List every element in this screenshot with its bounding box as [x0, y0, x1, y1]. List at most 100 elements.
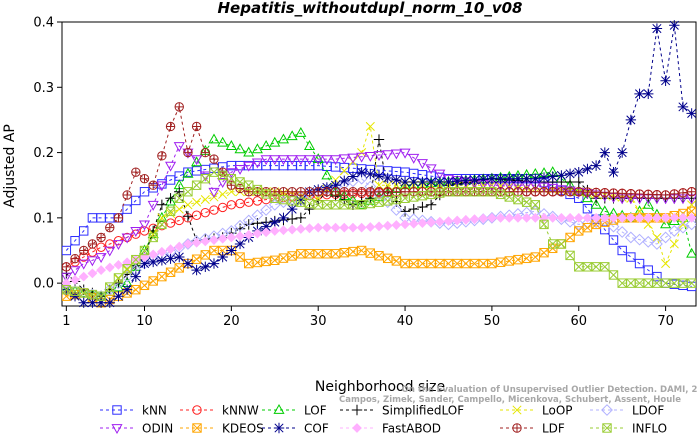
- data-point-fastabod: [513, 212, 523, 223]
- data-point-lof: [208, 133, 220, 144]
- data-point-loop: [183, 200, 193, 210]
- data-point-ldof: [381, 196, 394, 209]
- data-point-kdeos: [461, 258, 471, 269]
- data-point-odin: [165, 161, 177, 172]
- x-tick-label: 1: [62, 314, 70, 329]
- data-point-cof: [208, 258, 220, 269]
- data-point-odin: [147, 200, 159, 211]
- data-point-loop: [218, 189, 228, 199]
- data-point-odin: [130, 227, 142, 237]
- data-point-inflo: [478, 187, 488, 197]
- data-point-cof: [660, 75, 671, 86]
- data-point-loop: [661, 259, 671, 269]
- legend-item-ldf: LDF: [500, 422, 565, 434]
- data-point-fastabod: [174, 241, 185, 252]
- legend-item-lof: LOF: [262, 404, 327, 418]
- data-point-ldf: [148, 180, 158, 190]
- data-point-ldf: [339, 187, 349, 197]
- data-point-cof: [417, 176, 428, 188]
- data-point-ldf: [348, 187, 358, 197]
- data-point-knn: [617, 245, 627, 256]
- data-point-odin: [364, 151, 376, 162]
- data-point-cof: [130, 271, 142, 282]
- data-point-ldof: [373, 188, 385, 201]
- data-point-cof: [443, 176, 454, 188]
- data-point-odin: [234, 164, 246, 175]
- legend-item-kdeos: KDEOS: [180, 422, 264, 434]
- data-point-ldf: [626, 189, 636, 199]
- y-tick-label: 0.4: [33, 16, 54, 31]
- data-point-inflo: [174, 193, 184, 203]
- data-point-inflo: [608, 270, 619, 280]
- data-point-fastabod: [608, 212, 619, 223]
- data-point-fastabod: [278, 225, 289, 236]
- data-point-knn: [600, 224, 610, 235]
- data-point-odin: [173, 142, 185, 153]
- data-point-ldf: [634, 189, 645, 199]
- data-point-cof: [121, 284, 133, 295]
- data-point-lof: [165, 195, 177, 206]
- data-point-cof: [677, 101, 689, 113]
- data-point-fastabod: [183, 239, 193, 249]
- data-point-simplifiedlof: [156, 199, 168, 211]
- legend-item-odin: ODIN: [100, 422, 173, 434]
- data-point-lof: [269, 136, 281, 147]
- data-point-lof: [277, 133, 290, 144]
- data-point-fastabod: [374, 221, 384, 232]
- data-point-ldf: [105, 222, 115, 233]
- data-point-odin: [416, 159, 428, 170]
- data-point-ldof: [260, 204, 273, 216]
- data-point-ldof: [355, 172, 368, 185]
- x-tick-label: 60: [570, 314, 587, 329]
- watermark-line-1: Campos, Zimek, Sander, Campello, Micenko…: [339, 395, 681, 405]
- data-point-fastabod: [486, 212, 497, 223]
- data-point-kdeos: [235, 252, 245, 262]
- legend-item-knnw: kNNW: [180, 404, 259, 418]
- legend-label-knnw: kNNW: [222, 404, 259, 418]
- legend-label-fastabod: FastABOD: [382, 422, 441, 434]
- data-point-lof: [156, 211, 168, 222]
- data-point-ldf: [617, 188, 627, 199]
- x-tick-label: 10: [136, 314, 153, 329]
- data-point-ldf: [356, 187, 367, 197]
- data-point-fastabod: [434, 216, 445, 227]
- legend-item-loop: LoOP: [500, 404, 573, 418]
- watermark-line-2: On the Evaluation of Unsupervised Outlie…: [402, 385, 697, 395]
- y-tick-label: 0.0: [33, 277, 54, 292]
- y-axis-label: Adjusted AP: [2, 124, 18, 208]
- legend-label-lof: LOF: [304, 404, 327, 418]
- data-point-ldf: [87, 239, 98, 249]
- data-point-simplifiedlof: [243, 219, 254, 230]
- data-point-ldf: [191, 121, 202, 132]
- data-point-ldf: [530, 187, 541, 197]
- series-inflo: [62, 167, 696, 301]
- data-point-inflo: [539, 219, 549, 230]
- data-point-cof: [547, 171, 558, 182]
- data-point-ldf: [183, 147, 193, 158]
- data-point-knnw: [200, 207, 211, 218]
- data-point-simplifiedlof: [174, 186, 185, 197]
- data-point-simplifiedlof: [165, 193, 176, 204]
- data-point-fastabod: [565, 212, 575, 223]
- data-point-fastabod: [582, 212, 593, 223]
- data-point-inflo: [96, 291, 106, 301]
- data-point-simplifiedlof: [373, 134, 385, 145]
- data-point-fastabod: [634, 212, 645, 223]
- data-point-cof: [286, 203, 298, 215]
- data-point-cof: [226, 245, 237, 256]
- data-point-fastabod: [452, 215, 463, 226]
- data-point-ldf: [600, 188, 610, 198]
- data-point-lof: [660, 218, 672, 229]
- legend-marker-ldf: [512, 423, 522, 433]
- data-point-cof: [486, 173, 498, 184]
- data-point-odin: [243, 161, 255, 172]
- data-point-cof: [347, 171, 359, 182]
- data-point-cof: [382, 172, 393, 184]
- data-point-cof: [573, 166, 584, 178]
- data-point-lof: [286, 130, 298, 141]
- data-point-fastabod: [365, 222, 376, 232]
- data-point-simplifiedlof: [304, 203, 315, 215]
- data-point-cof: [530, 173, 541, 184]
- data-point-knn: [582, 204, 593, 214]
